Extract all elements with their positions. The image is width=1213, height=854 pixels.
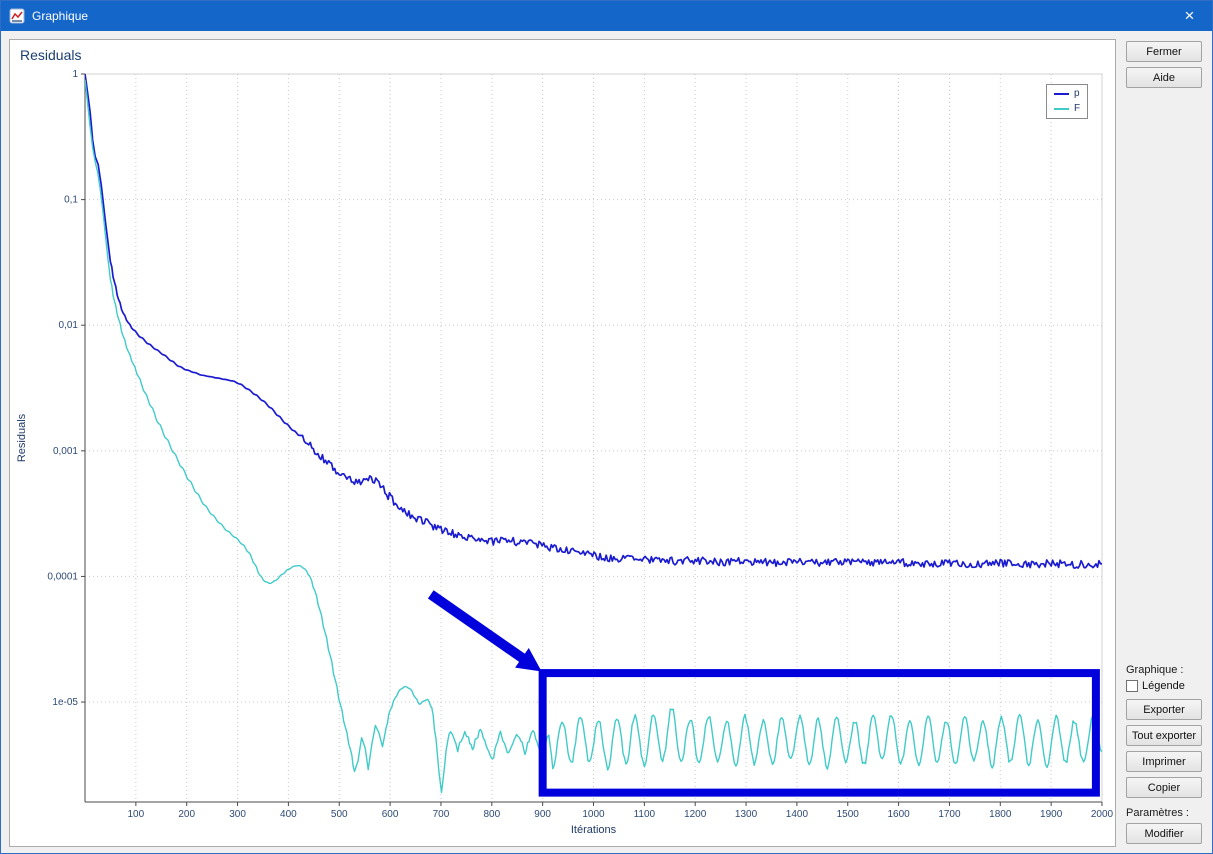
svg-text:800: 800 (483, 809, 500, 820)
legend-line-p (1054, 93, 1069, 95)
chart-title: Residuals (20, 47, 82, 63)
app-icon (9, 8, 25, 24)
svg-text:1800: 1800 (989, 809, 1012, 820)
svg-text:1400: 1400 (786, 809, 809, 820)
svg-text:400: 400 (280, 809, 297, 820)
legend-label-p: p (1074, 88, 1080, 99)
legende-checkbox-row[interactable]: Légende (1126, 680, 1202, 692)
svg-text:1900: 1900 (1040, 809, 1063, 820)
svg-text:0,01: 0,01 (59, 320, 79, 331)
svg-text:300: 300 (229, 809, 246, 820)
legende-checkbox[interactable] (1126, 680, 1138, 692)
side-top-buttons: Fermer Aide (1126, 41, 1202, 88)
side-bottom-controls: Graphique : Légende Exporter Tout export… (1126, 664, 1202, 844)
graphique-group-label: Graphique : (1126, 664, 1184, 676)
svg-text:1100: 1100 (634, 809, 656, 820)
chart-panel: Residuals 100 200 300 400 500 600 700 800 900 100… (9, 39, 1116, 847)
legend-line-f (1054, 108, 1069, 110)
exporter-button[interactable]: Exporter (1126, 699, 1202, 720)
tout-exporter-button[interactable]: Tout exporter (1126, 725, 1202, 746)
svg-text:2000: 2000 (1091, 809, 1114, 820)
parametres-group-label: Paramètres : (1126, 807, 1189, 819)
svg-text:1000: 1000 (582, 809, 605, 820)
svg-text:1700: 1700 (938, 809, 961, 820)
svg-text:0,0001: 0,0001 (47, 571, 78, 582)
modifier-button[interactable]: Modifier (1126, 823, 1202, 844)
imprimer-button[interactable]: Imprimer (1126, 751, 1202, 772)
window-title: Graphique (32, 9, 89, 23)
fermer-button[interactable]: Fermer (1126, 41, 1202, 62)
residuals-chart: 100 200 300 400 500 600 700 800 900 1000 1100 1200 1… (16, 69, 1114, 836)
window-close-button[interactable]: × (1167, 1, 1212, 31)
svg-text:100: 100 (128, 809, 145, 820)
aide-button[interactable]: Aide (1126, 67, 1202, 88)
svg-text:200: 200 (178, 809, 195, 820)
svg-text:500: 500 (331, 809, 348, 820)
close-icon: × (1184, 6, 1195, 25)
svg-text:Residuals: Residuals (16, 413, 28, 462)
titlebar: Graphique × (1, 1, 1212, 31)
svg-text:1600: 1600 (887, 809, 910, 820)
svg-text:1500: 1500 (837, 809, 860, 820)
svg-text:1e-05: 1e-05 (52, 697, 78, 708)
svg-text:700: 700 (433, 809, 450, 820)
svg-text:1: 1 (72, 69, 78, 80)
svg-text:Itérations: Itérations (571, 824, 617, 836)
svg-text:900: 900 (534, 809, 551, 820)
legend-row-p: p (1054, 89, 1080, 99)
legend-label-f: F (1074, 103, 1081, 114)
legende-checkbox-label: Légende (1142, 680, 1185, 692)
chart-legend: p F (1046, 84, 1089, 119)
copier-button[interactable]: Copier (1126, 777, 1202, 798)
legend-row-f: F (1054, 104, 1080, 114)
svg-text:0,001: 0,001 (53, 446, 78, 457)
svg-text:0,1: 0,1 (64, 195, 78, 206)
svg-text:1200: 1200 (684, 809, 707, 820)
svg-text:600: 600 (382, 809, 399, 820)
svg-text:1300: 1300 (735, 809, 758, 820)
